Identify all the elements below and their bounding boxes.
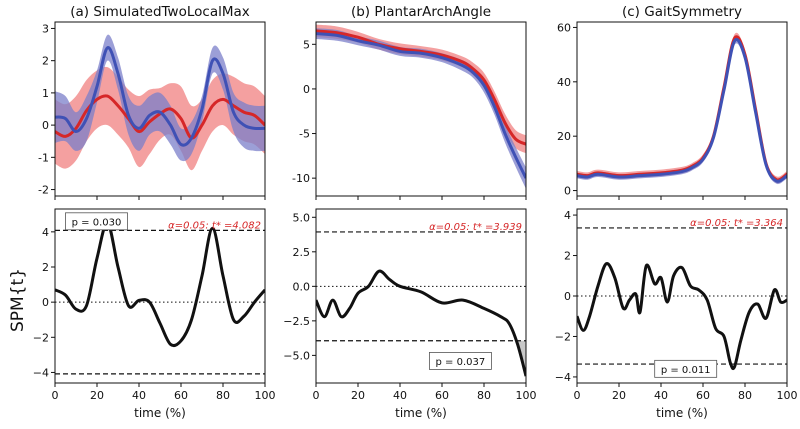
x-axis-label: time (%): [134, 406, 186, 420]
x-tick-label: 60: [696, 389, 710, 402]
y-tick-label: 40: [557, 76, 571, 89]
sd-band-blue: [55, 34, 265, 162]
x-tick-label: 60: [435, 389, 449, 402]
y-tick-label: 2.5: [293, 246, 311, 259]
x-tick-label: 0: [574, 389, 581, 402]
axes-frame: [54, 21, 266, 197]
p-value-label: p = 0.037: [436, 357, 486, 368]
x-tick-label: 100: [516, 389, 537, 402]
y-tick-label: −5.0: [283, 349, 310, 362]
y-tick-label: 0: [42, 119, 49, 132]
x-tick-label: 40: [132, 389, 146, 402]
y-tick-label: 2: [42, 261, 49, 274]
x-tick-label: 20: [351, 389, 365, 402]
plot-area: [55, 221, 265, 375]
panel-title: (b) PlantarArchAngle: [351, 4, 491, 20]
y-tick-label: -2: [38, 184, 49, 197]
x-tick-label: 80: [738, 389, 752, 402]
y-tick-label: 0: [303, 83, 310, 96]
y-tick-label: -10: [292, 172, 310, 185]
panel-c-top: 0 20 40 60 (c) GaitSymmetry: [557, 4, 788, 200]
y-tick-label: 0: [564, 185, 571, 198]
y-tick-label: -1: [38, 151, 49, 164]
plot-area: [55, 34, 265, 171]
plot-area: [316, 24, 526, 189]
axes-frame: [576, 21, 788, 197]
y-tick-label: −2.5: [283, 315, 310, 328]
threshold-label: α=0.05: t* =3.939: [429, 222, 522, 233]
x-axis-label: time (%): [656, 406, 708, 420]
panel-a-top: -2 -1 0 1 2 3 (a) SimulatedTwoLocalMax: [38, 4, 266, 200]
p-value-label: p = 0.030: [72, 217, 122, 228]
y-tick-label: 0.0: [293, 280, 311, 293]
y-tick-label: −2: [33, 331, 49, 344]
spm-t-line: [55, 221, 265, 348]
x-tick-label: 100: [255, 389, 276, 402]
y-tick-label: 4: [42, 226, 49, 239]
x-tick-label: 80: [477, 389, 491, 402]
x-tick-label: 20: [612, 389, 626, 402]
x-tick-label: 20: [90, 389, 104, 402]
y-tick-label: 3: [42, 22, 49, 35]
plot-area: [577, 32, 787, 185]
p-value-label: p = 0.011: [661, 365, 711, 376]
x-tick-label: 0: [313, 389, 320, 402]
figure-ylabel: SPM{t}: [8, 268, 28, 332]
x-tick-label: 0: [52, 389, 59, 402]
panel-title: (c) GaitSymmetry: [622, 4, 742, 20]
x-axis-label: time (%): [395, 406, 447, 420]
y-tick-label: 1: [42, 87, 49, 100]
y-tick-label: −4: [555, 371, 571, 384]
threshold-label: α=0.05: t* =3.364: [690, 218, 783, 229]
panel-title: (a) SimulatedTwoLocalMax: [70, 4, 250, 20]
axes-frame: [54, 208, 266, 384]
y-tick-label: 2: [564, 250, 571, 263]
mean-line-blue: [316, 32, 526, 179]
x-tick-label: 80: [216, 389, 230, 402]
axes-frame: [315, 21, 527, 197]
y-tick-label: 2: [42, 55, 49, 68]
y-tick-label: -5: [299, 128, 310, 141]
p-value-box: [428, 352, 492, 370]
p-value-box: [654, 359, 718, 378]
y-tick-label: 5.0: [293, 211, 311, 224]
x-tick-label: 60: [174, 389, 188, 402]
axes-frame: [315, 208, 527, 384]
spm-t-line: [316, 269, 526, 377]
mean-line-blue: [577, 38, 787, 183]
y-tick-label: 60: [557, 21, 571, 34]
x-tick-label: 100: [777, 389, 798, 402]
x-tick-label: 40: [654, 389, 668, 402]
threshold-label: α=0.05: t* =4.082: [168, 220, 261, 231]
panel-b-bottom: α=0.05: t* =3.939 p = 0.037 −5.0 −2.5 0.0 2.5…: [283, 208, 537, 420]
y-tick-label: 0: [42, 296, 49, 309]
y-tick-label: −4: [33, 366, 49, 379]
x-tick-label: 40: [393, 389, 407, 402]
y-tick-label: −2: [555, 330, 571, 343]
spm-t-line: [577, 262, 787, 370]
y-tick-label: 0: [564, 290, 571, 303]
plot-area: [316, 231, 526, 377]
y-tick-label: 5: [303, 38, 310, 51]
mean-line-blue: [55, 46, 265, 147]
mean-line-red: [316, 29, 526, 146]
y-tick-label: 4: [564, 209, 571, 222]
y-tick-label: 20: [557, 130, 571, 143]
panel-b-top: -10 -5 0 5 (b) PlantarArchAngle: [292, 4, 527, 200]
p-value-box: [65, 212, 128, 231]
